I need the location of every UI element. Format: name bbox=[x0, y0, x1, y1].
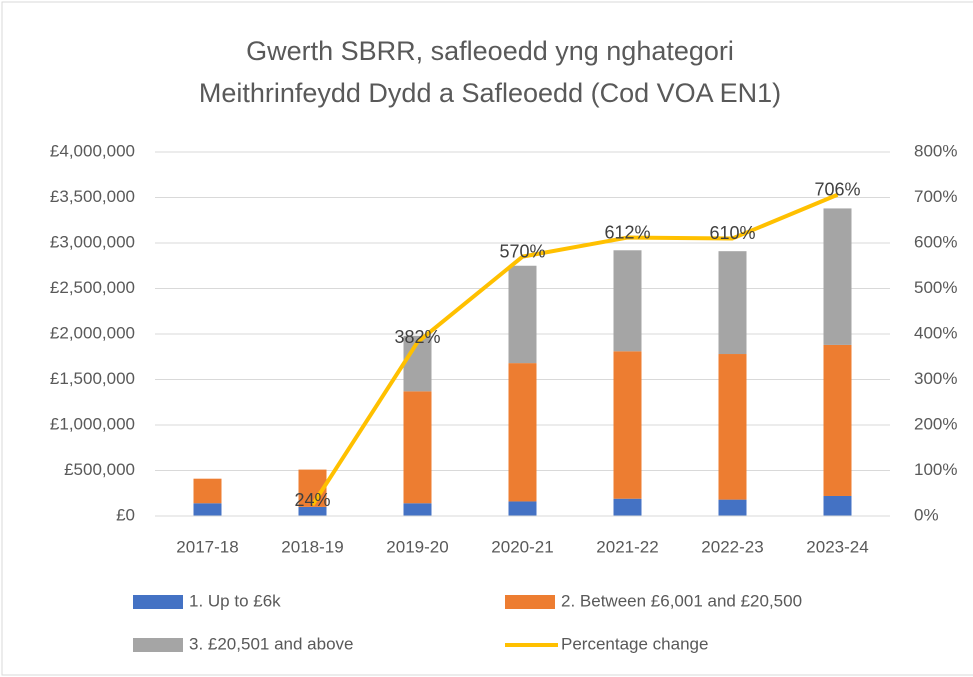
data-label: 610% bbox=[709, 223, 755, 243]
bar bbox=[613, 351, 642, 499]
x-tick-label: 2018-19 bbox=[281, 537, 343, 556]
line bbox=[310, 192, 839, 507]
legend-label: Percentage change bbox=[561, 634, 708, 653]
x-tick-label: 2023-24 bbox=[806, 537, 868, 556]
y2-tick-label: 500% bbox=[914, 278, 957, 297]
legend-label: 2. Between £6,001 and £20,500 bbox=[561, 591, 802, 610]
y-tick-label: £2,500,000 bbox=[50, 278, 135, 297]
bar bbox=[718, 354, 747, 500]
legend-label: 1. Up to £6k bbox=[189, 591, 281, 610]
x-tick-label: 2021-22 bbox=[596, 537, 658, 556]
bar bbox=[823, 344, 852, 496]
y2-tick-label: 800% bbox=[914, 141, 957, 160]
bar bbox=[508, 363, 537, 502]
bar bbox=[193, 503, 222, 516]
bar bbox=[298, 506, 327, 516]
y-tick-label: £3,500,000 bbox=[50, 187, 135, 206]
data-label: 706% bbox=[814, 180, 860, 200]
x-tick-label: 2020-21 bbox=[491, 537, 553, 556]
y2-tick-label: 700% bbox=[914, 187, 957, 206]
x-tick-label: 2017-18 bbox=[176, 537, 238, 556]
y2-tick-label: 300% bbox=[914, 369, 957, 388]
y-tick-label: £2,000,000 bbox=[50, 323, 135, 342]
bar bbox=[613, 498, 642, 516]
y-tick-label: £500,000 bbox=[64, 460, 135, 479]
data-label: 382% bbox=[394, 327, 440, 347]
x-tick-label: 2019-20 bbox=[386, 537, 448, 556]
bar bbox=[403, 391, 432, 504]
legend-marker bbox=[133, 638, 183, 652]
data-label: 570% bbox=[499, 241, 545, 261]
y2-tick-label: 400% bbox=[914, 323, 957, 342]
bar bbox=[508, 265, 537, 364]
y-tick-label: £1,500,000 bbox=[50, 369, 135, 388]
legend-marker bbox=[133, 595, 183, 609]
bar bbox=[718, 499, 747, 516]
bar bbox=[718, 251, 747, 355]
bar bbox=[508, 501, 537, 516]
x-tick-label: 2022-23 bbox=[701, 537, 763, 556]
y2-tick-label: 200% bbox=[914, 414, 957, 433]
bar bbox=[403, 503, 432, 516]
y-tick-label: £4,000,000 bbox=[50, 141, 135, 160]
y2-tick-label: 600% bbox=[914, 232, 957, 251]
y-tick-label: £0 bbox=[116, 505, 135, 524]
chart-title: Gwerth SBRR, safleoedd yng nghategori Me… bbox=[198, 36, 782, 108]
y2-tick-label: 100% bbox=[914, 460, 957, 479]
y-tick-label: £1,000,000 bbox=[50, 414, 135, 433]
y-tick-label: £3,000,000 bbox=[50, 232, 135, 251]
y2-tick-label: 0% bbox=[914, 505, 939, 524]
bar bbox=[823, 495, 852, 516]
bar bbox=[193, 478, 222, 504]
legend-label: 3. £20,501 and above bbox=[189, 634, 353, 653]
data-label: 24% bbox=[294, 490, 330, 510]
data-label: 612% bbox=[604, 222, 650, 242]
bar bbox=[823, 208, 852, 345]
bar bbox=[613, 250, 642, 352]
legend-marker bbox=[505, 595, 555, 609]
